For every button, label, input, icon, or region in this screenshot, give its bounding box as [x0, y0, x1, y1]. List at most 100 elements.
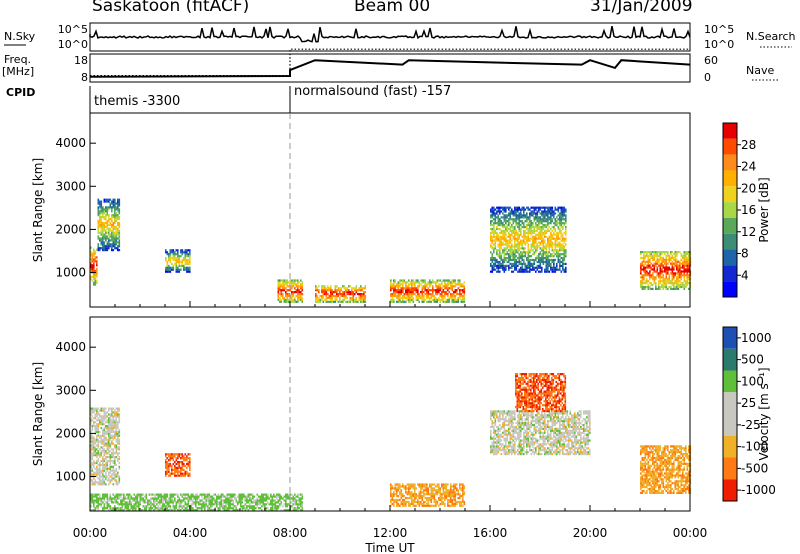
power-echo-cell — [535, 241, 537, 244]
velocity-echo-cell — [148, 493, 151, 496]
velocity-echo-cell — [115, 432, 118, 435]
velocity-echo-cell — [100, 436, 103, 439]
power-echo-cell — [361, 294, 364, 298]
power-echo-cell — [539, 262, 542, 265]
velocity-echo-cell — [244, 497, 247, 500]
velocity-echo-cell — [175, 453, 178, 456]
power-echo-cell — [545, 235, 548, 238]
power-echo-cell — [565, 253, 567, 256]
velocity-echo-cell — [181, 501, 184, 504]
power-echo-cell — [665, 276, 668, 279]
power-echo-cell — [421, 298, 424, 301]
velocity-echo-cell — [136, 499, 139, 502]
power-echo-cell — [565, 255, 567, 258]
velocity-echo-cell — [105, 458, 107, 461]
velocity-echo-cell — [271, 507, 274, 510]
velocity-echo-cell — [94, 452, 97, 455]
power-echo-cell — [508, 224, 510, 227]
power-echo-cell — [357, 289, 359, 292]
power-echo-cell — [509, 233, 512, 236]
velocity-echo-cell — [432, 495, 434, 498]
velocity-echo-cell — [280, 509, 283, 512]
power-echo-cell — [115, 233, 118, 236]
velocity-echo-cell — [103, 432, 106, 435]
velocity-echo-cell — [117, 458, 119, 461]
power-echo-cell — [535, 270, 537, 273]
power-echo-cell — [529, 212, 531, 215]
power-echo-cell — [526, 212, 528, 215]
power-echo-cell — [671, 251, 674, 254]
power-echo-cell — [503, 208, 506, 211]
power-echo-cell — [532, 241, 534, 244]
power-echo-cell — [665, 260, 668, 263]
velocity-echo-cell — [132, 505, 134, 508]
velocity-echo-cell — [285, 499, 287, 502]
velocity-echo-cell — [133, 499, 136, 502]
power-echo-cell — [524, 251, 527, 254]
velocity-echo-cell — [210, 499, 212, 502]
velocity-echo-cell — [100, 471, 103, 474]
power-echo-cell — [411, 287, 413, 290]
velocity-echo-cell — [168, 464, 170, 468]
power-echo-cell — [412, 291, 415, 294]
velocity-echo-cell — [175, 466, 178, 469]
power-echo-cell — [324, 285, 326, 288]
velocity-echo-cell — [255, 507, 257, 510]
power-echo-cell — [526, 239, 528, 242]
velocity-echo-cell — [117, 438, 119, 441]
velocity-echo-cell — [97, 454, 100, 457]
power-echo-cell — [547, 258, 549, 262]
power-echo-cell — [677, 282, 680, 285]
power-echo-cell — [559, 231, 561, 234]
velocity-echo-cell — [217, 497, 220, 500]
power-echo-cell — [533, 268, 536, 271]
velocity-echo-cell — [103, 436, 106, 439]
power-echo-cell — [557, 218, 560, 221]
velocity-echo-cell — [108, 509, 110, 512]
velocity-echo-cell — [103, 467, 106, 470]
power-echo-cell — [463, 289, 466, 292]
power-echo-cell — [503, 253, 506, 256]
power-echo-cell — [406, 287, 409, 290]
power-echo-cell — [117, 223, 119, 226]
velocity-echo-cell — [100, 415, 103, 418]
velocity-echo-cell — [163, 505, 166, 508]
power-echo-cell — [442, 279, 445, 282]
power-echo-cell — [499, 241, 501, 244]
power-echo-cell — [539, 260, 542, 264]
power-echo-cell — [91, 258, 94, 261]
power-echo-cell — [517, 243, 519, 246]
velocity-echo-cell — [279, 499, 281, 502]
power-echo-cell — [499, 237, 501, 240]
power-echo-cell — [277, 291, 280, 294]
power-echo-cell — [294, 283, 296, 286]
velocity-echo-cell — [169, 462, 172, 466]
velocity-echo-cell — [111, 448, 113, 451]
power-echo-cell — [166, 260, 169, 264]
velocity-echo-cell — [109, 495, 112, 498]
velocity-echo-cell — [106, 507, 109, 510]
velocity-echo-cell — [235, 501, 238, 504]
power-ytick-label: 1000 — [55, 266, 86, 280]
power-echo-cell — [105, 249, 107, 252]
velocity-echo-cell — [298, 499, 301, 502]
velocity-echo-cell — [91, 501, 94, 504]
power-echo-cell — [683, 258, 686, 261]
velocity-echo-cell — [117, 434, 119, 437]
power-echo-cell — [493, 262, 495, 265]
power-echo-cell — [297, 283, 299, 286]
velocity-echo-cell — [139, 501, 142, 504]
power-echo-cell — [432, 279, 434, 282]
power-echo-cell — [505, 239, 507, 242]
velocity-echo-cell — [102, 463, 104, 466]
velocity-echo-cell — [409, 504, 412, 507]
power-echo-cell — [530, 226, 533, 229]
power-echo-cell — [451, 298, 454, 301]
velocity-echo-cell — [108, 417, 110, 420]
velocity-echo-cell — [262, 505, 265, 508]
power-echo-cell — [90, 277, 92, 280]
velocity-echo-cell — [402, 498, 404, 502]
power-echo-cell — [399, 279, 401, 282]
power-echo-cell — [556, 262, 558, 265]
velocity-echo-cell — [181, 499, 184, 502]
